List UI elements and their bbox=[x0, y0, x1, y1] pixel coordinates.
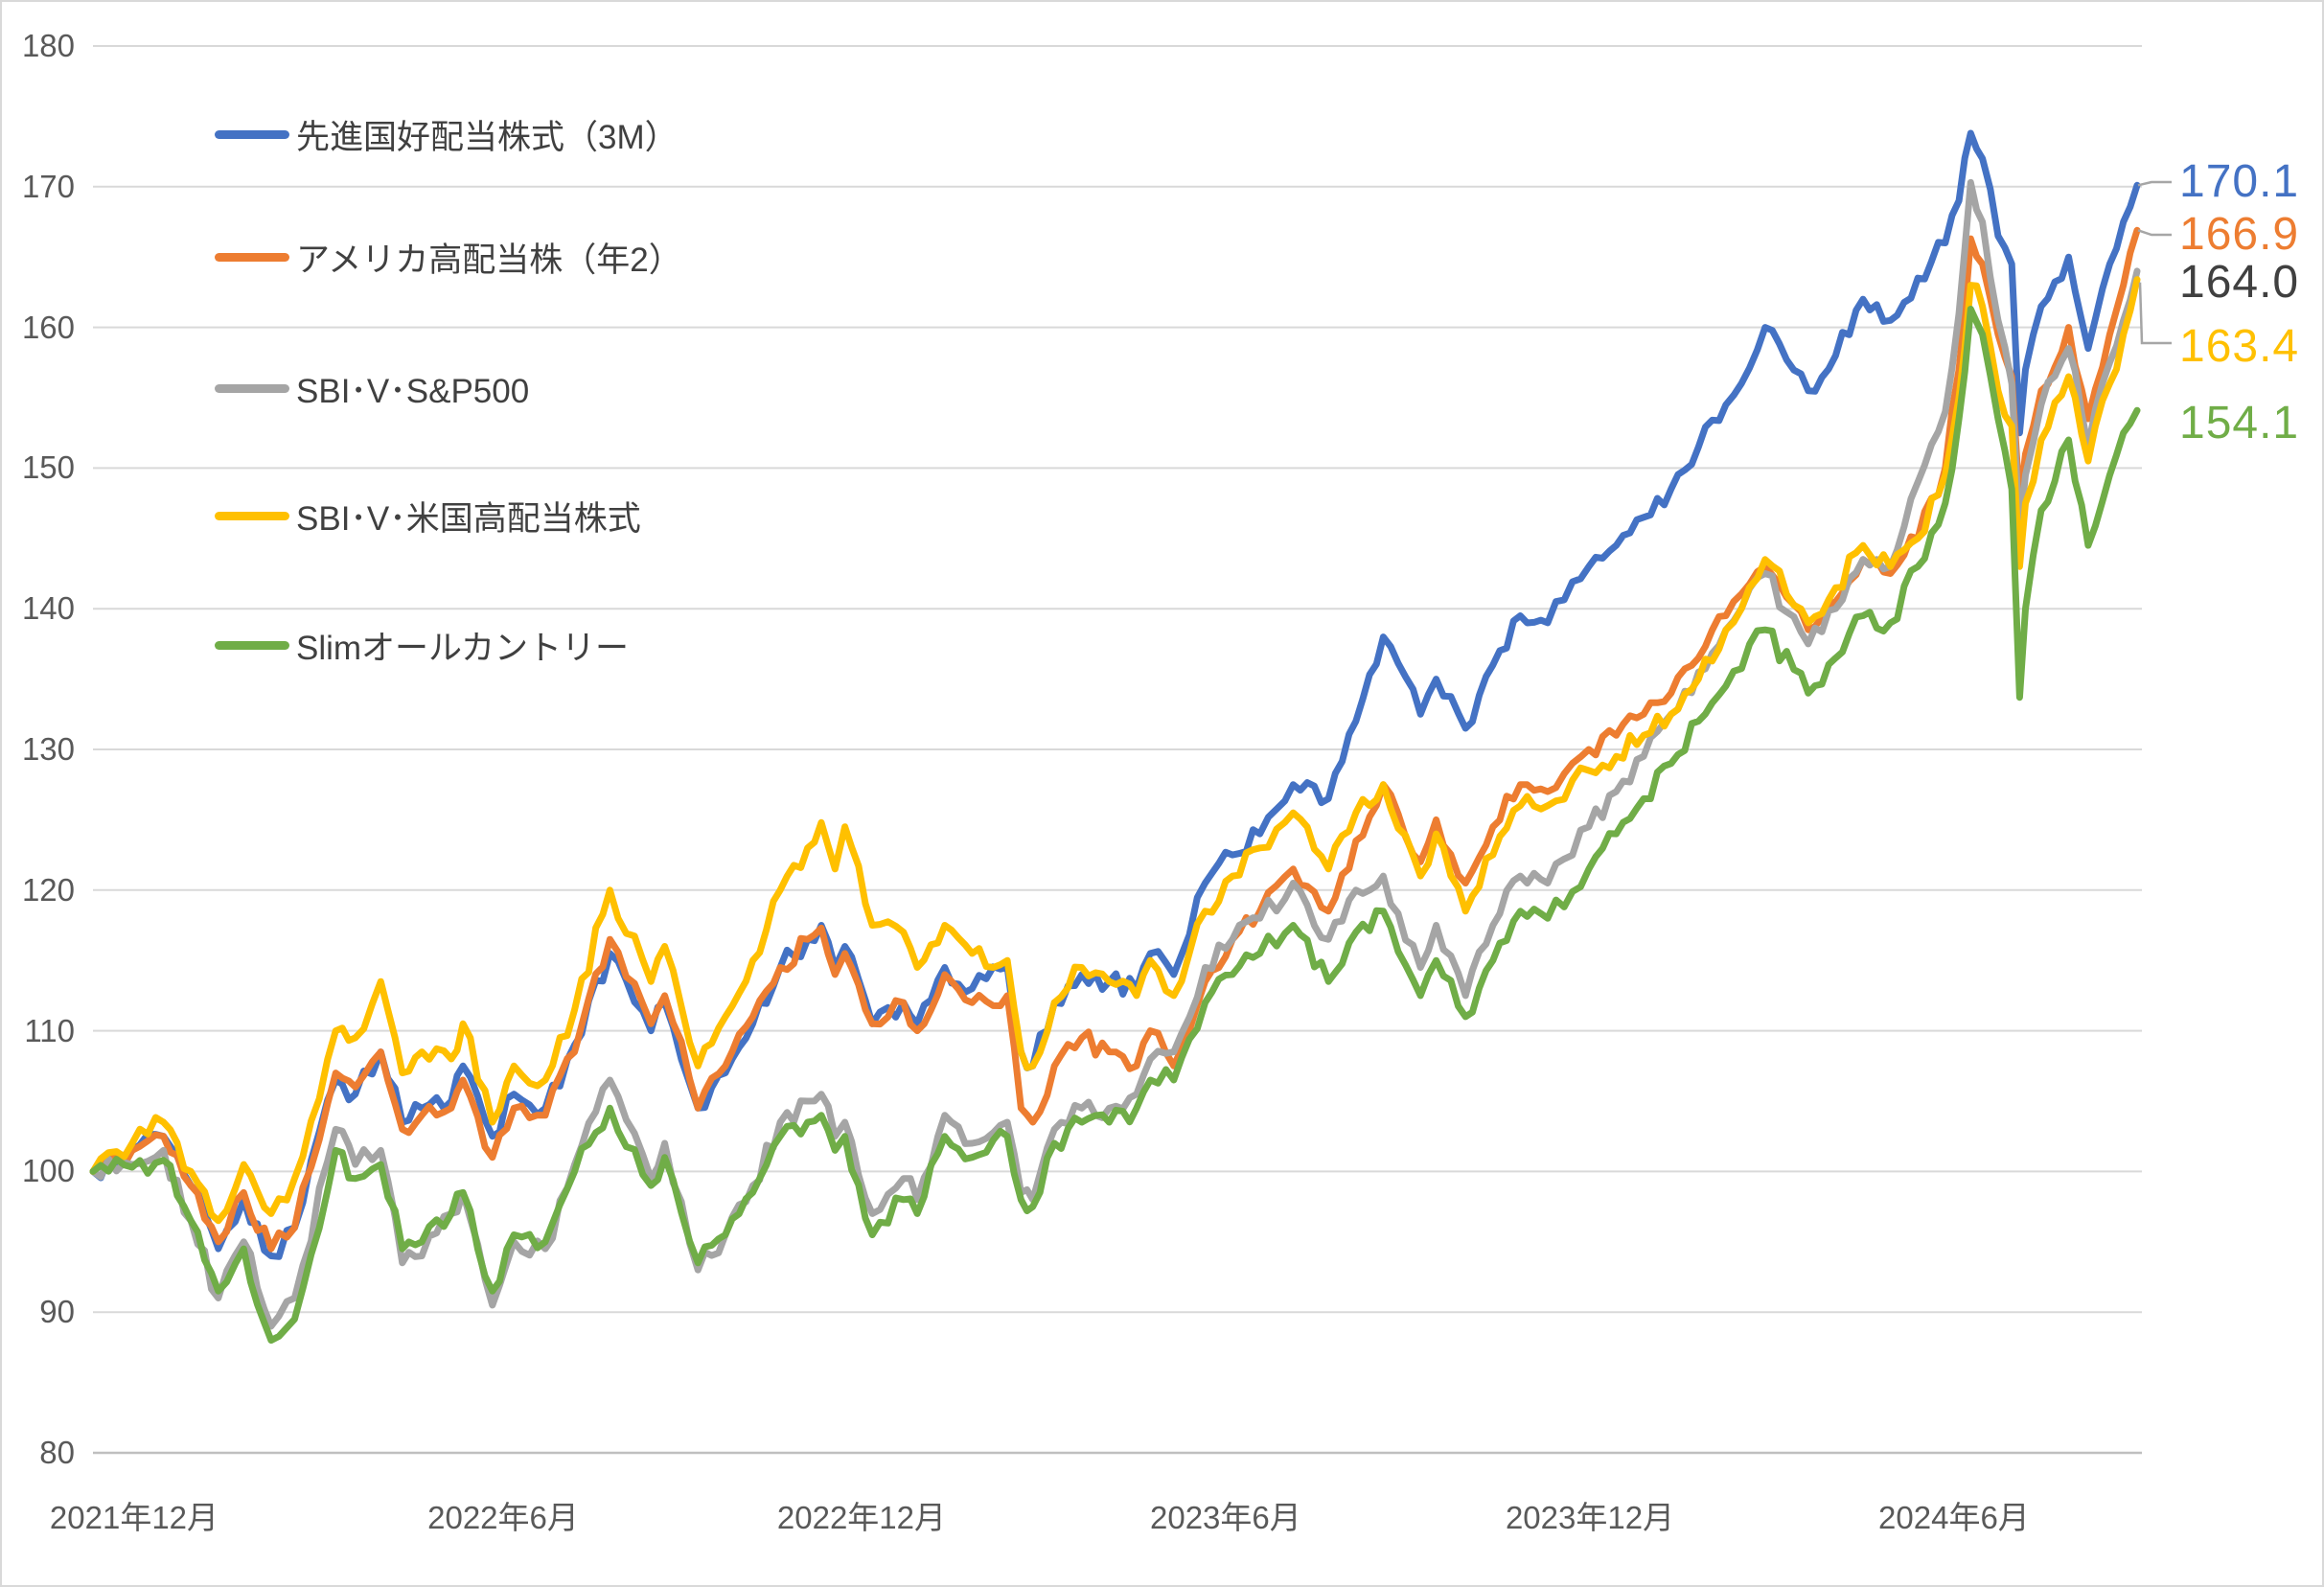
legend-item-label: アメリカ高配当株（年2） bbox=[296, 242, 682, 279]
series-end-value-label: 166.9 bbox=[2179, 209, 2300, 260]
legend-item-label: Slimオールカントリー bbox=[296, 630, 630, 667]
series-end-value-label: 164.0 bbox=[2179, 257, 2300, 308]
y-axis-tick-label: 110 bbox=[24, 1012, 75, 1048]
series-end-value-label: 163.4 bbox=[2179, 321, 2300, 372]
y-axis-tick-label: 180 bbox=[21, 28, 75, 63]
legend-item-label: SBI･V･米国高配当株式 bbox=[296, 500, 641, 538]
y-axis-tick-label: 150 bbox=[21, 449, 75, 486]
legend-line-swatch bbox=[215, 253, 289, 262]
y-axis-tick-label: 170 bbox=[21, 168, 75, 204]
series-end-value-label: 170.1 bbox=[2179, 156, 2300, 207]
legend-item: SBI･V･米国高配当株式 bbox=[215, 492, 641, 538]
x-axis-tick-label: 2022年12月 bbox=[776, 1500, 947, 1535]
legend-line-swatch bbox=[215, 384, 289, 393]
y-axis-tick-label: 100 bbox=[21, 1153, 75, 1189]
y-axis-tick-label: 160 bbox=[21, 309, 75, 345]
series-end-value-label: 154.1 bbox=[2179, 398, 2300, 448]
legend-line-swatch bbox=[215, 512, 289, 520]
legend-item: アメリカ高配当株（年2） bbox=[215, 233, 682, 279]
y-axis-tick-label: 90 bbox=[39, 1294, 75, 1330]
legend-line-swatch bbox=[215, 641, 289, 650]
y-axis-tick-label: 130 bbox=[21, 731, 75, 767]
y-axis-tick-label: 80 bbox=[39, 1435, 75, 1470]
legend-item-label: 先進国好配当株式（3M） bbox=[296, 119, 679, 156]
legend-item: Slimオールカントリー bbox=[215, 621, 629, 667]
x-axis-tick-label: 2021年12月 bbox=[49, 1500, 219, 1535]
x-axis-tick-label: 2023年12月 bbox=[1505, 1500, 1675, 1535]
x-axis-tick-label: 2023年6月 bbox=[1149, 1500, 1301, 1535]
legend-item: 先進国好配当株式（3M） bbox=[215, 110, 679, 156]
y-axis-tick-label: 120 bbox=[21, 871, 75, 908]
y-axis-tick-label: 140 bbox=[21, 590, 75, 627]
legend-line-swatch bbox=[215, 130, 289, 139]
legend-item-label: SBI･V･S&P500 bbox=[296, 373, 530, 410]
x-axis-tick-label: 2022年6月 bbox=[427, 1500, 579, 1535]
x-axis-tick-label: 2024年6月 bbox=[1878, 1500, 2030, 1535]
legend-item: SBI･V･S&P500 bbox=[215, 364, 529, 410]
